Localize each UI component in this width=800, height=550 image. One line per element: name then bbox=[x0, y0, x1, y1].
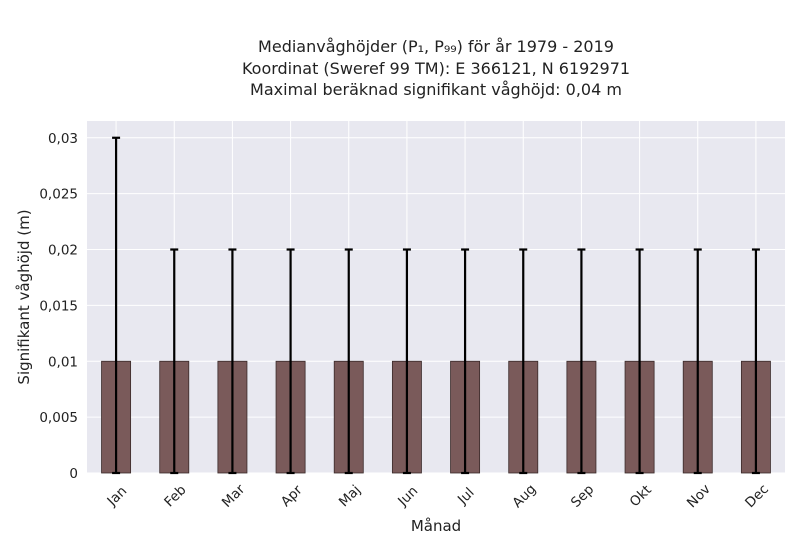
x-tick-label: Feb bbox=[161, 482, 189, 510]
error-bar-maj bbox=[344, 248, 353, 475]
x-tick-label: Okt bbox=[627, 482, 655, 510]
error-bar-jun bbox=[402, 248, 411, 475]
chart-title-line-1: Medianvåghöjder (P₁, P₉₉) för år 1979 - … bbox=[258, 37, 614, 56]
x-tick-label: Nov bbox=[684, 481, 714, 511]
y-tick-label: 0,025 bbox=[39, 187, 78, 203]
x-tick-label: Maj bbox=[336, 482, 364, 510]
error-bar-nov bbox=[693, 248, 702, 475]
x-tick-label: Mar bbox=[219, 481, 249, 511]
error-bar-dec bbox=[751, 248, 760, 475]
x-tick-label: Dec bbox=[742, 481, 772, 511]
error-bar-feb bbox=[170, 248, 179, 475]
plot-area bbox=[87, 121, 785, 473]
x-tick-label: Apr bbox=[278, 482, 306, 510]
y-tick-label: 0,02 bbox=[48, 243, 78, 259]
error-bar-mar bbox=[228, 248, 237, 475]
error-bar-apr bbox=[286, 248, 295, 475]
error-bar-okt bbox=[635, 248, 644, 475]
y-tick-label: 0,005 bbox=[39, 410, 78, 426]
error-bar-jul bbox=[461, 248, 470, 475]
y-tick-label: 0,03 bbox=[48, 131, 78, 147]
chart-title-line-2: Koordinat (Sweref 99 TM): E 366121, N 61… bbox=[242, 59, 630, 78]
y-tick-labels: 0 0,005 0,01 0,015 0,02 0,025 0,03 bbox=[39, 131, 78, 482]
y-axis-label: Signifikant våghöjd (m) bbox=[15, 209, 33, 384]
y-tick-label: 0,01 bbox=[48, 354, 78, 370]
x-tick-labels: Jan Feb Mar Apr Maj Jun Jul Aug Sep Okt Nov Dec bbox=[104, 481, 772, 511]
error-bar-jan bbox=[112, 136, 121, 475]
y-tick-label: 0,015 bbox=[39, 298, 78, 314]
x-axis-label: Månad bbox=[411, 517, 461, 535]
error-bar-aug bbox=[519, 248, 528, 475]
chart-title-line-3: Maximal beräknad signifikant våghöjd: 0,… bbox=[250, 80, 622, 99]
chart-title: Medianvåghöjder (P₁, P₉₉) för år 1979 - … bbox=[242, 37, 630, 99]
x-tick-label: Sep bbox=[568, 482, 597, 511]
error-bar-sep bbox=[577, 248, 586, 475]
x-tick-label: Jun bbox=[394, 483, 421, 510]
x-tick-label: Jul bbox=[454, 485, 478, 509]
x-tick-label: Jan bbox=[104, 483, 131, 510]
y-tick-label: 0 bbox=[69, 466, 78, 482]
x-tick-label: Aug bbox=[509, 481, 539, 511]
error-bars bbox=[112, 136, 760, 475]
